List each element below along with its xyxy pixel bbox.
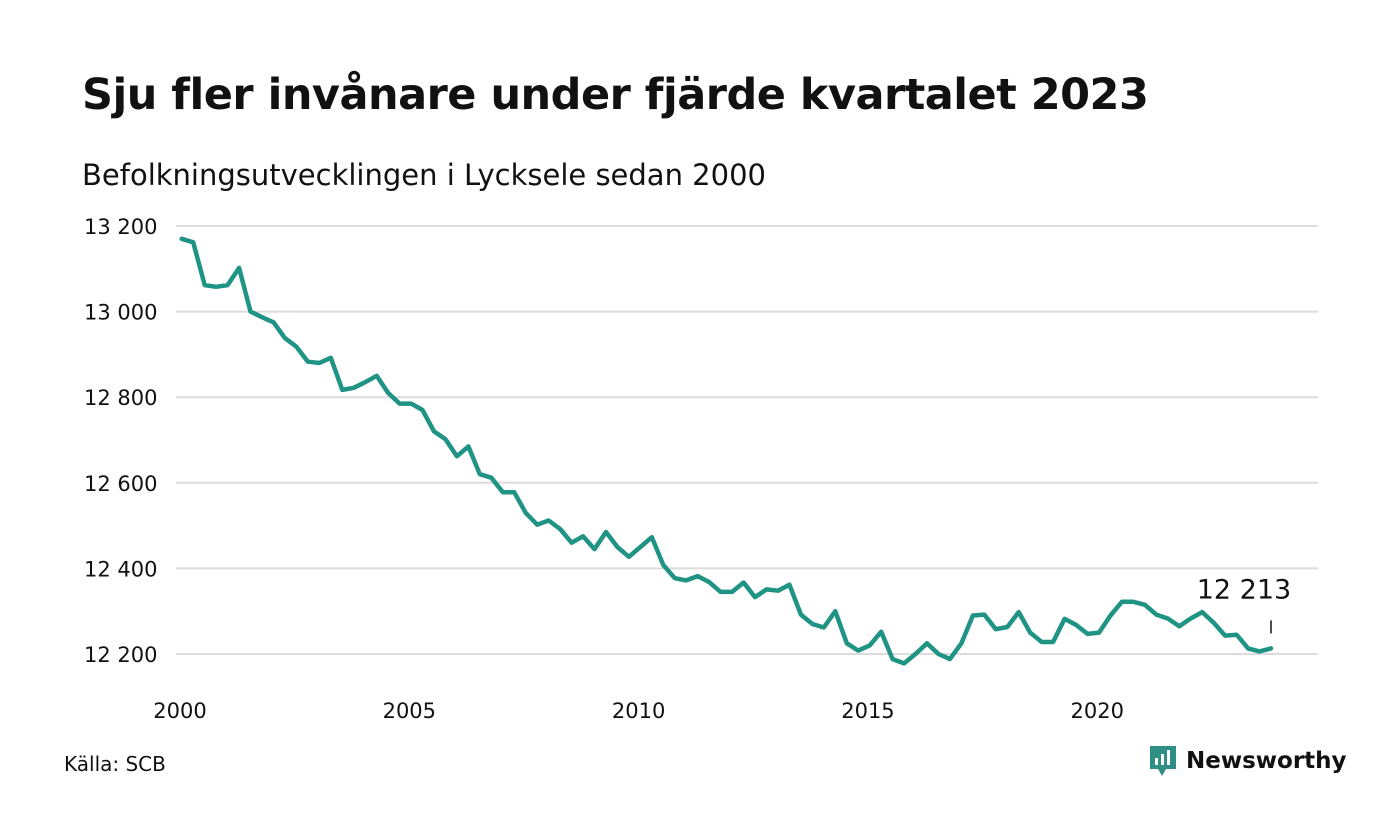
x-tick-label: 2015	[841, 699, 894, 723]
population-line	[179, 236, 1274, 666]
chart-subtitle: Befolkningsutvecklingen i Lycksele sedan…	[82, 158, 766, 192]
brand-logo[interactable]: Newsworthy	[1148, 744, 1347, 778]
y-tick-label: 13 200	[84, 215, 157, 239]
last-value-label: 12 213	[1197, 574, 1291, 605]
chart-title: Sju fler invånare under fjärde kvartalet…	[82, 70, 1149, 120]
x-tick-label: 2010	[612, 699, 665, 723]
y-axis-ticks: 13 200 13 000 12 800 12 600 12 400 12 200	[84, 215, 157, 667]
y-tick-label: 12 600	[84, 472, 157, 496]
source-note: Källa: SCB	[64, 752, 166, 776]
y-tick-label: 12 400	[84, 557, 157, 581]
x-axis-ticks: 2000 2005 2010 2015 2020	[153, 699, 1124, 723]
brand-name: Newsworthy	[1186, 748, 1347, 774]
newsworthy-logo-icon	[1150, 746, 1176, 776]
y-tick-label: 12 800	[84, 386, 157, 410]
gridlines	[176, 225, 1318, 655]
x-tick-label: 2000	[153, 699, 206, 723]
x-tick-label: 2020	[1071, 699, 1124, 723]
x-tick-label: 2005	[383, 699, 436, 723]
y-tick-label: 13 000	[84, 301, 157, 325]
y-tick-label: 12 200	[84, 643, 157, 667]
